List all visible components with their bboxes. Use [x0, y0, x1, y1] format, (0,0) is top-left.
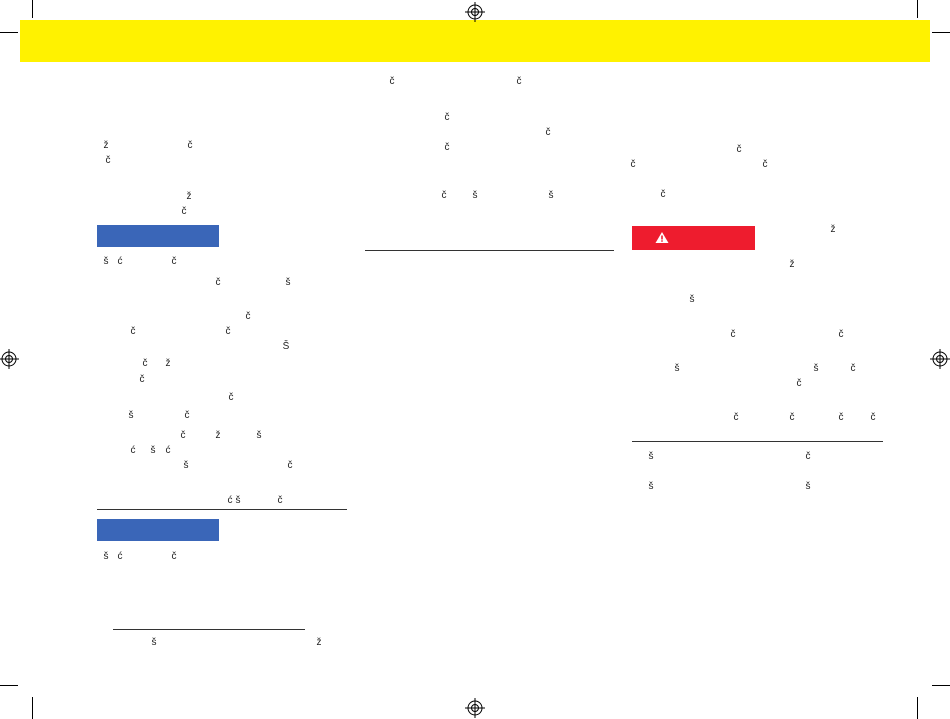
- text-glyph: č: [171, 551, 177, 562]
- text-glyph: č: [733, 412, 739, 423]
- text-glyph: č: [736, 144, 742, 155]
- text-glyph: š: [648, 481, 654, 492]
- text-glyph: č: [180, 430, 186, 441]
- text-glyph: ć: [130, 445, 136, 456]
- text-glyph: č: [105, 155, 111, 166]
- text-glyph: š: [256, 430, 262, 441]
- text-glyph: š: [689, 294, 695, 305]
- text-glyph: ž: [215, 430, 221, 441]
- text-glyph: ž: [830, 224, 836, 235]
- text-glyph: č: [441, 190, 447, 201]
- rules: [97, 250, 883, 630]
- text-glyph: č: [660, 189, 666, 200]
- text-glyph: š: [813, 363, 819, 374]
- text-glyph: ć: [227, 495, 233, 506]
- text-glyph: č: [444, 142, 450, 153]
- text-glyph: č: [287, 460, 293, 471]
- text-glyph: č: [181, 206, 187, 217]
- text-glyph: š: [151, 637, 157, 648]
- text-glyph: č: [630, 159, 636, 170]
- text-glyph: š: [103, 256, 109, 267]
- text-glyph: č: [796, 378, 802, 389]
- text-glyph: č: [245, 311, 251, 322]
- text-glyph: č: [139, 374, 145, 385]
- warning-box: [632, 226, 755, 250]
- text-glyph: č: [130, 326, 136, 337]
- text-glyph: č: [730, 329, 736, 340]
- text-glyph: ž: [789, 259, 795, 270]
- text-glyph: č: [389, 76, 395, 87]
- text-glyph: č: [838, 412, 844, 423]
- text-glyph: ž: [165, 358, 171, 369]
- text-glyph: š: [103, 551, 109, 562]
- note-box: [97, 519, 219, 541]
- text-glyph: š: [285, 277, 291, 288]
- text-glyph: č: [870, 412, 876, 423]
- text-glyph: ć: [165, 445, 171, 456]
- text-glyph: ž: [316, 637, 322, 648]
- text-glyph: č: [184, 410, 190, 421]
- text-glyph: š: [548, 190, 554, 201]
- text-glyph: č: [187, 140, 193, 151]
- text-glyph: š: [128, 410, 134, 421]
- text-glyph: č: [516, 76, 522, 87]
- text-glyph: č: [171, 256, 177, 267]
- text-glyph: Š: [282, 341, 290, 352]
- header-band: [20, 20, 930, 62]
- text-glyph: ž: [103, 140, 109, 151]
- text-glyph: š: [235, 495, 241, 506]
- text-glyph: č: [805, 451, 811, 462]
- text-glyph: č: [789, 412, 795, 423]
- text-glyph: š: [472, 190, 478, 201]
- text-glyph: č: [228, 392, 234, 403]
- text-glyph: č: [142, 358, 148, 369]
- text-glyph: ć: [117, 551, 123, 562]
- text-glyph: č: [838, 329, 844, 340]
- text-glyph: č: [215, 277, 221, 288]
- text-glyph: č: [545, 127, 551, 138]
- text-glyph: š: [674, 363, 680, 374]
- text-glyph: č: [850, 363, 856, 374]
- text-glyph: š: [150, 445, 156, 456]
- text-glyph: š: [648, 451, 654, 462]
- text-glyph: č: [225, 326, 231, 337]
- text-glyph: č: [762, 159, 768, 170]
- text-glyph: č: [277, 495, 283, 506]
- text-glyph: š: [805, 481, 811, 492]
- text-glyph: š: [183, 460, 189, 471]
- warning-icon: [655, 232, 669, 243]
- text-glyph: ž: [186, 191, 192, 202]
- text-glyph: č: [444, 112, 450, 123]
- text-glyph: ć: [117, 256, 123, 267]
- note-box: [97, 225, 219, 247]
